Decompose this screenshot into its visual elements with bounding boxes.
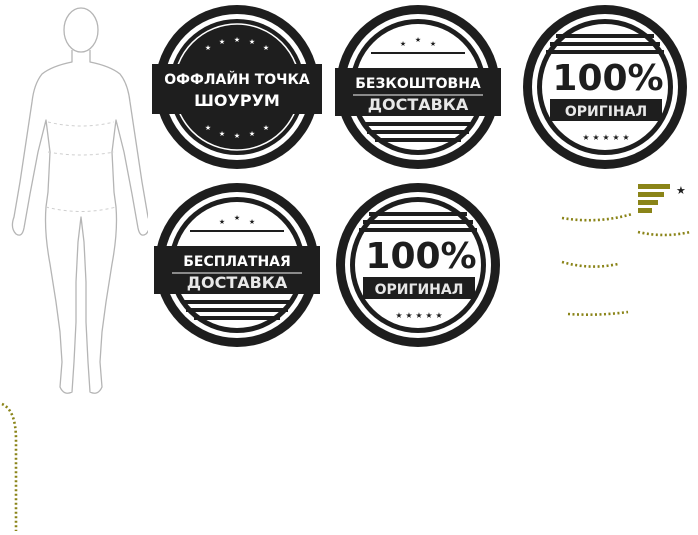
svg-text:★: ★ xyxy=(612,133,619,142)
svg-text:★: ★ xyxy=(415,36,421,44)
badge-original-ua: 100% ОРИГІНАЛ ★ ★ ★ ★ ★ xyxy=(520,2,690,172)
svg-text:★: ★ xyxy=(205,124,211,132)
svg-text:★: ★ xyxy=(602,133,609,142)
badge-original-ru: 100% ОРИГИНАЛ ★ ★ ★ ★ ★ xyxy=(333,180,503,350)
svg-text:★: ★ xyxy=(263,124,269,132)
badge-line2: ДОСТАВКА xyxy=(187,273,288,292)
badge-line2: ДОСТАВКА xyxy=(368,95,469,114)
badge-showroom: ★ ★ ★ ★ ★ ★ ★ ★ ★ ★ ОФФЛАЙН ТОЧКА ШОУРУМ xyxy=(152,2,322,172)
svg-text:★: ★ xyxy=(249,218,255,226)
svg-text:★: ★ xyxy=(249,130,255,138)
badge-line1: БЕЗКОШТОВНА xyxy=(355,76,481,92)
badge-line2: ОРИГИНАЛ xyxy=(375,282,464,298)
human-figure-outline xyxy=(8,2,151,402)
svg-text:★: ★ xyxy=(622,133,629,142)
svg-text:★: ★ xyxy=(234,132,240,140)
badge-big: 100% xyxy=(365,236,476,277)
svg-text:★: ★ xyxy=(234,214,240,222)
svg-text:★: ★ xyxy=(582,133,589,142)
svg-text:★: ★ xyxy=(400,40,406,48)
svg-text:★: ★ xyxy=(425,311,432,320)
svg-text:★: ★ xyxy=(435,311,442,320)
svg-text:★: ★ xyxy=(592,133,599,142)
svg-text:★: ★ xyxy=(415,311,422,320)
badge-big: 100% xyxy=(552,58,663,99)
svg-text:★: ★ xyxy=(205,44,211,52)
star-icon: ★ xyxy=(676,184,686,197)
svg-text:★: ★ xyxy=(249,38,255,46)
badge-line2: ОРИГІНАЛ xyxy=(565,104,647,120)
badge-line2: ШОУРУМ xyxy=(194,91,280,110)
brand-logo-icon: ★ xyxy=(636,182,692,216)
svg-text:★: ★ xyxy=(219,218,225,226)
badge-free-delivery-ua: ★ ★ ★ БЕЗКОШТОВНА ДОСТАВКА xyxy=(333,2,503,172)
badge-line1: БЕСПЛАТНАЯ xyxy=(183,254,291,270)
svg-text:★: ★ xyxy=(219,130,225,138)
svg-text:★: ★ xyxy=(395,311,402,320)
badge-free-delivery-ru: ★ ★ ★ БЕСПЛАТНАЯ ДОСТАВКА xyxy=(152,180,322,350)
svg-text:★: ★ xyxy=(430,40,436,48)
svg-text:★: ★ xyxy=(405,311,412,320)
svg-text:★: ★ xyxy=(234,36,240,44)
svg-text:★: ★ xyxy=(263,44,269,52)
badge-line1: ОФФЛАЙН ТОЧКА xyxy=(164,71,310,88)
svg-text:★: ★ xyxy=(219,38,225,46)
